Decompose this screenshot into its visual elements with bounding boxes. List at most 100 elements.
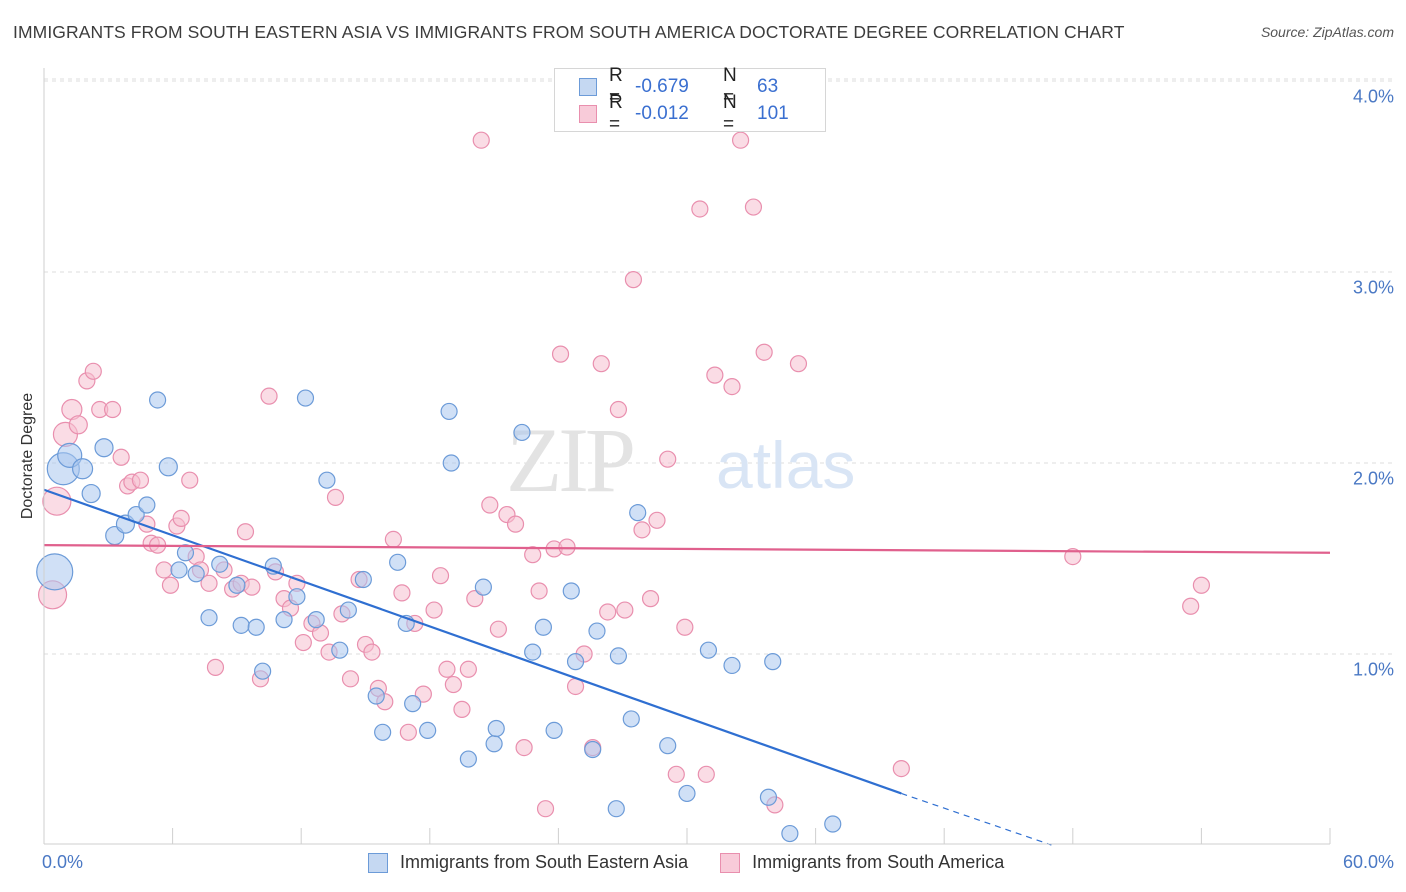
data-point-south-america (616, 601, 634, 619)
y-tick-label: 4.0% (1352, 86, 1394, 107)
data-point-south-america (731, 131, 750, 149)
data-point-south-eastern-asia (176, 544, 195, 562)
data-point-south-america (1192, 576, 1211, 594)
data-point-south-america (399, 723, 417, 741)
data-point-south-america (506, 515, 525, 533)
data-point-south-america (489, 620, 507, 638)
data-point-south-eastern-asia (389, 553, 407, 571)
data-point-south-eastern-asia (609, 647, 628, 665)
legend-n-value: 63 (757, 76, 779, 97)
data-point-south-eastern-asia (404, 695, 422, 713)
data-point-south-america (438, 660, 456, 678)
data-point-south-america (42, 486, 72, 516)
data-point-south-america (181, 471, 199, 489)
data-point-south-eastern-asia (374, 723, 392, 741)
data-point-south-eastern-asia (487, 719, 505, 738)
data-point-south-eastern-asia (228, 576, 246, 594)
data-point-south-america (515, 738, 533, 757)
legend-r-value: -0.012 (635, 103, 689, 124)
legend-swatch-pink (720, 852, 741, 873)
data-point-south-america (1182, 597, 1200, 615)
legend-r-label: R = (609, 92, 623, 135)
data-point-south-america (1064, 547, 1082, 566)
legend-item-south-america[interactable]: Immigrants from South America (720, 852, 1004, 873)
data-point-south-america (112, 448, 130, 466)
x-tick-label: 0.0% (42, 852, 84, 872)
data-point-south-america (592, 355, 610, 373)
legend-r-value: -0.679 (635, 76, 689, 97)
data-point-south-eastern-asia (588, 622, 606, 640)
data-point-south-america (641, 590, 660, 608)
data-point-south-america (260, 387, 278, 405)
data-point-south-eastern-asia (148, 391, 167, 409)
data-point-south-america (172, 509, 190, 527)
legend-n-value: 101 (757, 103, 789, 124)
data-point-south-eastern-asia (36, 553, 74, 591)
data-point-south-america (551, 345, 570, 363)
data-point-south-eastern-asia (764, 653, 782, 671)
data-point-south-eastern-asia (288, 588, 306, 606)
legend-row-south-america: R = -0.012 N = 101 (579, 92, 789, 135)
data-point-south-eastern-asia (824, 815, 842, 833)
data-point-south-america (393, 584, 411, 602)
data-point-south-america (558, 538, 576, 556)
data-point-south-eastern-asia (138, 496, 156, 514)
data-point-south-eastern-asia (584, 740, 602, 759)
data-point-south-america (599, 603, 617, 621)
data-point-south-eastern-asia (354, 570, 372, 589)
y-tick-label: 2.0% (1352, 468, 1394, 489)
data-point-south-america (363, 643, 381, 661)
watermark-atlas: atlas (716, 428, 855, 502)
data-point-south-eastern-asia (678, 784, 696, 803)
data-point-south-america (200, 574, 218, 592)
series-south-eastern-asia-points (36, 389, 842, 843)
data-point-south-america (481, 496, 499, 514)
data-point-south-america (294, 633, 312, 652)
data-point-south-eastern-asia (629, 504, 647, 522)
data-point-south-eastern-asia (339, 601, 357, 619)
data-point-south-america (755, 343, 773, 361)
data-point-south-eastern-asia (622, 710, 640, 728)
data-point-south-america (706, 366, 724, 384)
data-point-south-america (472, 131, 490, 149)
data-point-south-eastern-asia (158, 457, 178, 477)
data-point-south-eastern-asia (474, 578, 492, 596)
data-point-south-eastern-asia (275, 611, 293, 629)
data-point-south-eastern-asia (419, 721, 437, 740)
gridlines (44, 78, 1394, 655)
legend-n-label: N = (723, 65, 737, 108)
data-point-south-america (243, 578, 261, 596)
data-point-south-america (676, 618, 694, 636)
data-point-south-eastern-asia (331, 641, 349, 659)
data-point-south-america (453, 700, 471, 718)
data-point-south-america (723, 378, 741, 396)
data-point-south-eastern-asia (485, 735, 503, 753)
data-point-south-america (624, 271, 643, 289)
legend-item-south-eastern-asia[interactable]: Immigrants from South Eastern Asia (368, 852, 688, 873)
data-point-south-america (530, 582, 548, 600)
data-point-south-eastern-asia (659, 737, 677, 755)
legend-swatch-blue (368, 852, 388, 873)
data-point-south-eastern-asia (723, 656, 741, 675)
data-point-south-america (789, 355, 808, 373)
data-point-south-eastern-asia (759, 788, 778, 806)
data-point-south-eastern-asia (200, 609, 218, 627)
data-point-south-america (155, 561, 173, 579)
legend-row-south-eastern-asia: R = -0.679 N = 63 (579, 65, 779, 108)
data-point-south-eastern-asia (81, 483, 101, 504)
data-point-south-america (697, 765, 715, 783)
data-point-south-america (744, 198, 763, 216)
data-point-south-eastern-asia (211, 555, 229, 573)
legend-r-label: R = (609, 65, 623, 108)
legend-n-label: N = (723, 92, 737, 135)
data-point-south-america (341, 670, 360, 688)
watermark-zip: ZIP (506, 409, 633, 511)
data-point-south-america (326, 488, 345, 506)
data-point-south-america (425, 601, 443, 619)
trend-lines (43, 488, 1331, 846)
trend-line-south-america (43, 544, 1331, 554)
data-point-south-america (691, 200, 709, 218)
data-point-south-america (131, 471, 150, 489)
data-point-south-america (84, 362, 102, 380)
